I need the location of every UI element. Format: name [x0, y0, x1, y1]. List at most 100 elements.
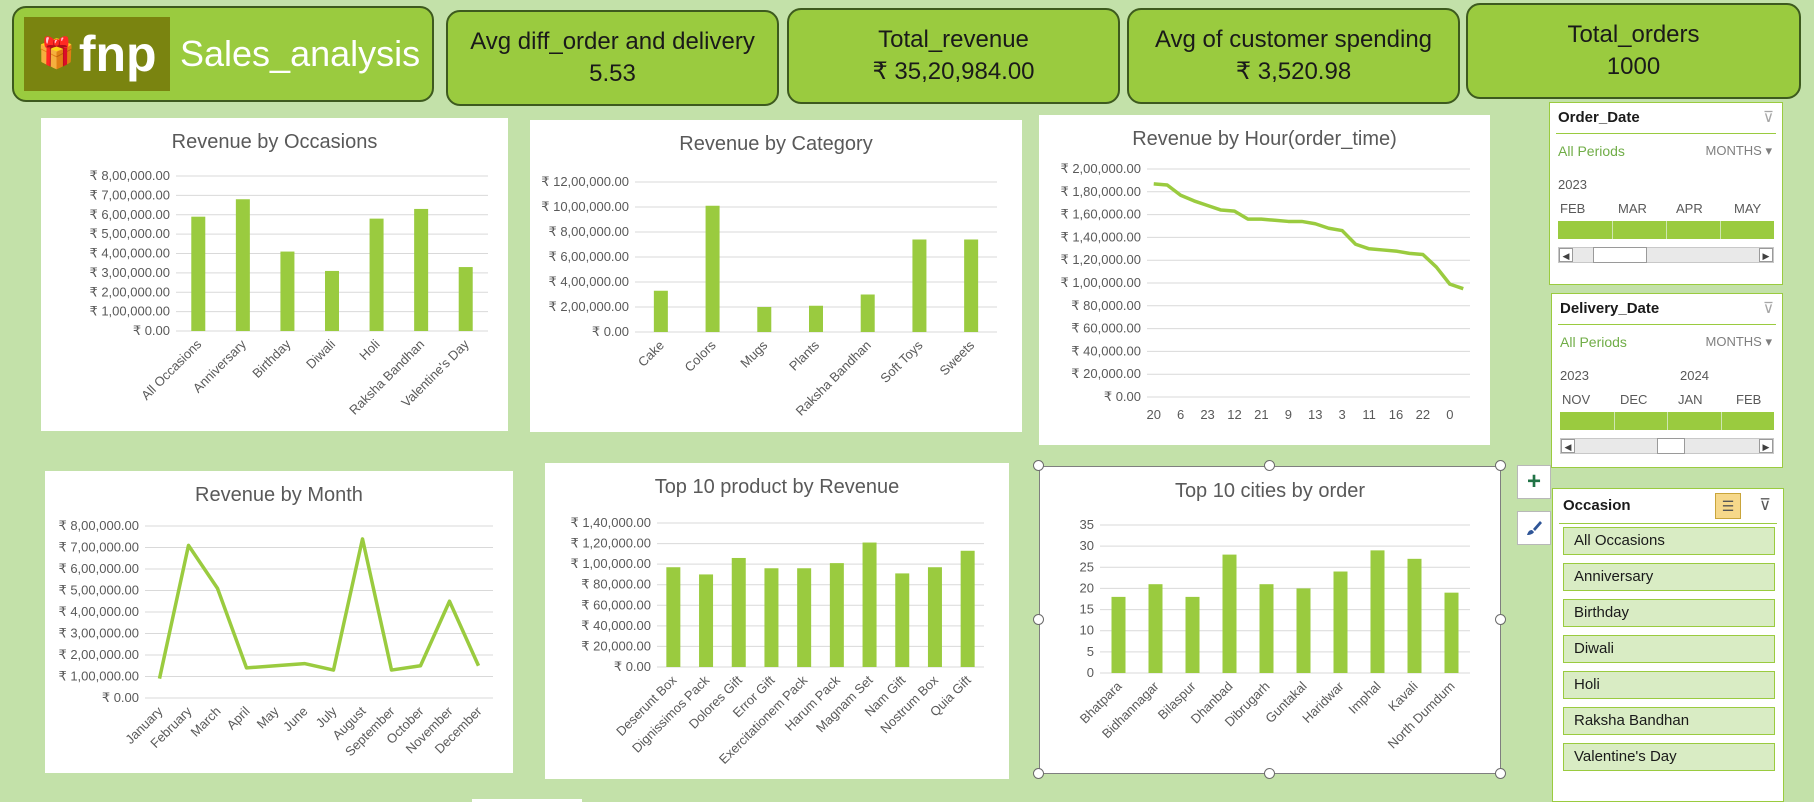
- logo-card: 🎁 fnp Sales_analysis: [12, 6, 434, 102]
- bar[interactable]: [414, 208, 429, 331]
- chart-top10-cities[interactable]: Top 10 cities by order 0 5 10 15 20 25 30 35 Bhat…: [1039, 466, 1501, 774]
- bar[interactable]: [797, 568, 812, 667]
- timeline-order-date[interactable]: Order_Date ⊽ All Periods MONTHS ▾ 2023 F…: [1549, 102, 1783, 285]
- slicer-item-anniversary[interactable]: Anniversary: [1563, 563, 1775, 591]
- x-tick-label: 21: [1254, 407, 1268, 422]
- slicer-item-birthday[interactable]: Birthday: [1563, 599, 1775, 627]
- chart-revenue-by-month[interactable]: Revenue by Month ₹ 0.00 ₹ 1,00,000.00 ₹ 2,0…: [45, 471, 513, 773]
- resize-handle[interactable]: [1033, 614, 1044, 625]
- timeline-scrollbar[interactable]: ◀ ▶: [1558, 247, 1774, 263]
- y-tick-label: ₹ 0.00: [102, 690, 139, 705]
- timeline-period-bar[interactable]: [1560, 412, 1774, 430]
- y-tick-label: 35: [1080, 517, 1094, 532]
- slicer-occasion[interactable]: Occasion ☰ ⊽ All Occasions Anniversary B…: [1552, 488, 1784, 802]
- slicer-item-raksha-bandhan[interactable]: Raksha Bandhan: [1563, 707, 1775, 735]
- bar[interactable]: [1333, 571, 1348, 673]
- bar[interactable]: [895, 573, 910, 667]
- bar[interactable]: [1185, 596, 1200, 673]
- bar[interactable]: [458, 267, 473, 331]
- bar[interactable]: [325, 270, 339, 331]
- bar[interactable]: [1370, 550, 1385, 673]
- timeline-period-bar[interactable]: [1558, 221, 1774, 239]
- bar[interactable]: [927, 567, 942, 667]
- divider: [1558, 324, 1776, 325]
- chart-revenue-by-category[interactable]: Revenue by Category ₹ 0.00 ₹ 2,00,000.00 ₹ …: [530, 120, 1022, 432]
- bar[interactable]: [1296, 588, 1311, 673]
- clear-filter-icon[interactable]: ⊽: [1763, 300, 1774, 317]
- bar[interactable]: [809, 305, 823, 332]
- y-tick-label: ₹ 7,00,000.00: [89, 187, 170, 202]
- chart-revenue-by-hour[interactable]: Revenue by Hour(order_time) ₹ 0.00 ₹ 20,00…: [1039, 115, 1490, 445]
- y-tick-label: 25: [1080, 559, 1094, 574]
- time-level-dropdown[interactable]: MONTHS ▾: [1706, 334, 1773, 350]
- multi-select-icon[interactable]: ☰: [1715, 493, 1741, 519]
- resize-handle[interactable]: [1495, 614, 1506, 625]
- chart-svg: Top 10 product by Revenue ₹ 0.00 ₹ 20,000.…: [570, 476, 984, 767]
- bar[interactable]: [912, 239, 927, 333]
- resize-handle[interactable]: [1033, 460, 1044, 471]
- clear-filter-icon[interactable]: ⊽: [1759, 497, 1771, 514]
- y-tick-label: 30: [1080, 538, 1094, 553]
- x-tick-label: Mugs: [737, 337, 770, 370]
- chart-title: Revenue by Category: [679, 133, 872, 155]
- scroll-right-icon[interactable]: ▶: [1759, 439, 1773, 453]
- time-level-dropdown[interactable]: MONTHS ▾: [1706, 143, 1773, 159]
- bar[interactable]: [699, 574, 714, 667]
- chart-styles-brush-icon[interactable]: [1517, 511, 1551, 545]
- y-tick-label: ₹ 1,40,000.00: [570, 515, 651, 530]
- timeline-scrollbar[interactable]: ◀ ▶: [1560, 438, 1774, 454]
- clear-filter-icon[interactable]: ⊽: [1763, 109, 1774, 126]
- bar[interactable]: [1222, 554, 1237, 673]
- chart-revenue-by-occasions[interactable]: Revenue by Occasions ₹ 0.00 ₹ 1,00,000.00 ₹…: [41, 118, 508, 431]
- bar[interactable]: [860, 294, 875, 333]
- resize-handle[interactable]: [1264, 460, 1275, 471]
- slicer-item-diwali[interactable]: Diwali: [1563, 635, 1775, 663]
- x-tick-label: Soft Toys: [877, 337, 926, 386]
- scroll-left-icon[interactable]: ◀: [1561, 439, 1575, 453]
- bar[interactable]: [731, 557, 746, 667]
- bar[interactable]: [369, 218, 384, 331]
- y-tick-label: ₹ 6,00,000.00: [89, 207, 170, 222]
- chevron-down-icon: ▾: [1765, 143, 1772, 158]
- bar[interactable]: [862, 542, 877, 667]
- bar[interactable]: [764, 568, 779, 667]
- chart-elements-plus-icon[interactable]: +: [1517, 465, 1551, 499]
- chart-top10-products[interactable]: Top 10 product by Revenue ₹ 0.00 ₹ 20,000.…: [545, 463, 1009, 779]
- bar[interactable]: [705, 205, 720, 332]
- resize-handle[interactable]: [1033, 768, 1044, 779]
- line-series[interactable]: [1153, 182, 1464, 291]
- scroll-right-icon[interactable]: ▶: [1759, 248, 1773, 262]
- resize-handle[interactable]: [1495, 768, 1506, 779]
- scroll-left-icon[interactable]: ◀: [1559, 248, 1573, 262]
- scroll-thumb[interactable]: [1593, 247, 1647, 263]
- bar[interactable]: [960, 550, 975, 667]
- slicer-item-all-occasions[interactable]: All Occasions: [1563, 527, 1775, 555]
- bar[interactable]: [829, 563, 844, 667]
- slicer-item-valentines-day[interactable]: Valentine's Day: [1563, 743, 1775, 771]
- bar[interactable]: [1259, 584, 1274, 673]
- y-tick-label: ₹ 0.00: [614, 659, 651, 674]
- bar[interactable]: [191, 216, 206, 331]
- timeline-delivery-date[interactable]: Delivery_Date ⊽ All Periods MONTHS ▾ 202…: [1551, 293, 1783, 468]
- bar[interactable]: [1444, 592, 1459, 673]
- scroll-thumb[interactable]: [1657, 438, 1685, 454]
- x-tick-label: 22: [1416, 407, 1430, 422]
- logo-text: fnp: [78, 26, 157, 82]
- bar[interactable]: [653, 290, 668, 332]
- resize-handle[interactable]: [1495, 460, 1506, 471]
- bar[interactable]: [757, 307, 772, 332]
- bar[interactable]: [1111, 596, 1126, 673]
- kpi-value: 1000: [1606, 53, 1661, 80]
- resize-handle[interactable]: [1264, 768, 1275, 779]
- timeline-month: FEB: [1736, 392, 1762, 407]
- y-tick-label: ₹ 8,00,000.00: [58, 518, 139, 533]
- slicer-item-holi[interactable]: Holi: [1563, 671, 1775, 699]
- bar[interactable]: [666, 567, 681, 667]
- bar[interactable]: [280, 251, 295, 331]
- x-tick-label: Cake: [635, 338, 667, 370]
- bar[interactable]: [235, 199, 250, 331]
- bar[interactable]: [1148, 584, 1163, 673]
- bar[interactable]: [1407, 558, 1422, 673]
- line-series[interactable]: [157, 537, 481, 680]
- bar[interactable]: [964, 239, 979, 333]
